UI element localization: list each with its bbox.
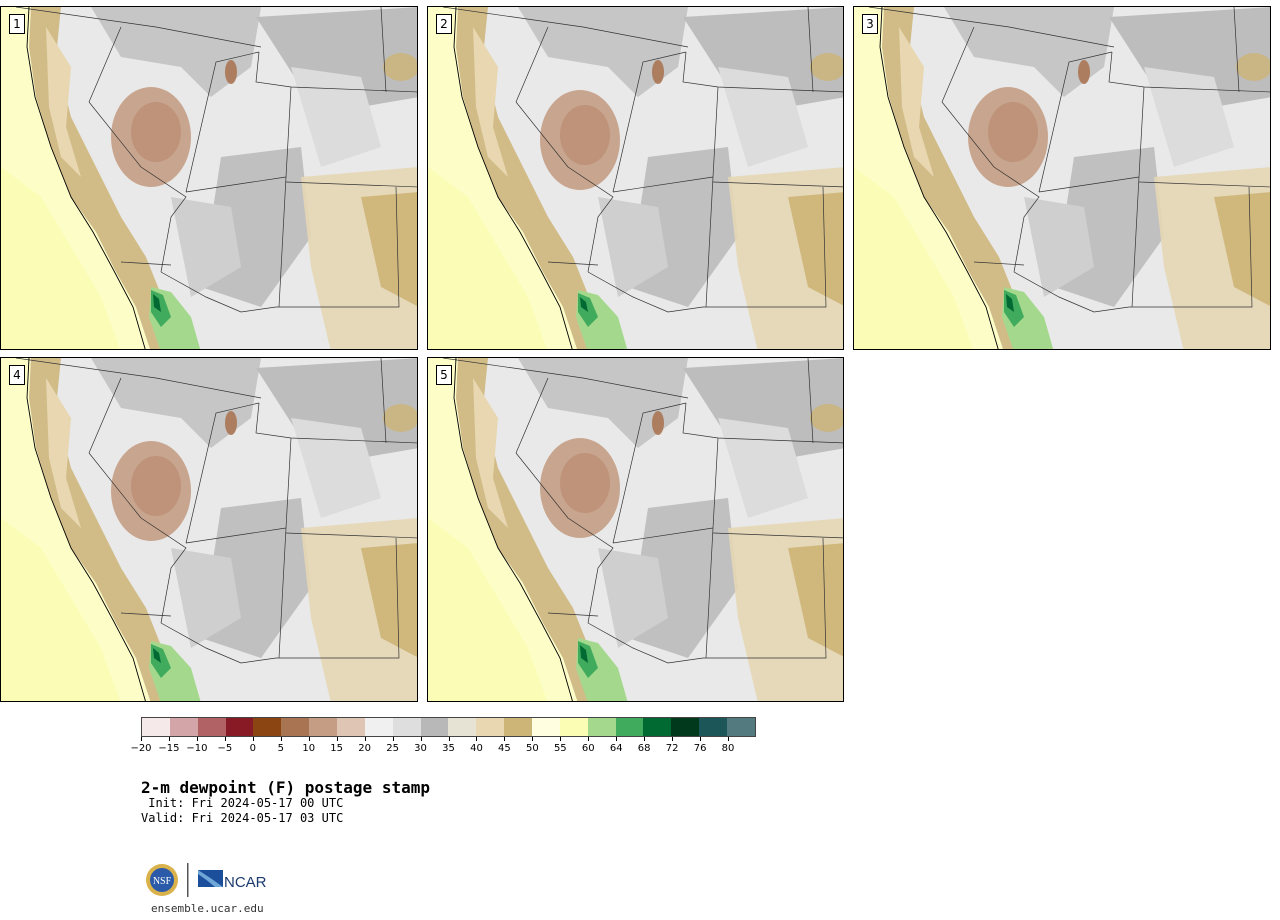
- map-panel-3: 3: [853, 6, 1271, 350]
- colorbar-bin-9: [392, 718, 421, 736]
- ncar-logo-text: NCAR: [224, 874, 267, 891]
- colorbar-tick: [392, 737, 394, 741]
- colorbar-tick: [420, 737, 422, 741]
- colorbar-bin-1: [169, 718, 198, 736]
- colorbar-bin-18: [643, 718, 672, 736]
- colorbar-bin-17: [615, 718, 644, 736]
- colorbar-tick-label: −20: [130, 743, 152, 754]
- colorbar-tick-label: 72: [665, 743, 679, 754]
- colorbar-tick-label: 50: [525, 743, 539, 754]
- colorbar-bin-16: [587, 718, 616, 736]
- colorbar-tick: [141, 737, 142, 741]
- colorbar: [141, 717, 756, 737]
- colorbar-bin-15: [559, 718, 588, 736]
- colorbar-tick-label: −5: [217, 743, 233, 754]
- panel-number: 3: [862, 14, 878, 34]
- colorbar-bin-21: [727, 718, 755, 736]
- colorbar-bin-0: [142, 718, 170, 736]
- figure-title: 2-m dewpoint (F) postage stamp: [141, 778, 430, 797]
- colorbar-tick-label: 10: [302, 743, 316, 754]
- ncar-logo: NCAR: [198, 870, 267, 891]
- colorbar-ticks: −20 −15 −10 −5 0 5 10 15 20 25 30 35 40 45 50 55 60 64 68 7…: [130, 737, 756, 757]
- colorbar-tick-label: 68: [637, 743, 651, 754]
- panel-number: 2: [436, 14, 452, 34]
- init-time: Init: Fri 2024-05-17 00 UTC: [141, 796, 344, 810]
- colorbar-bin-7: [337, 718, 365, 736]
- colorbar-tick: [448, 737, 450, 741]
- colorbar-bin-12: [476, 718, 505, 736]
- colorbar-tick: [476, 737, 478, 741]
- colorbar-bin-10: [420, 718, 449, 736]
- colorbar-tick: [588, 737, 590, 741]
- colorbar-tick-label: 40: [470, 743, 483, 754]
- colorbar-bin-3: [225, 718, 254, 736]
- panel-number: 4: [9, 365, 25, 385]
- colorbar-bin-8: [364, 718, 393, 736]
- colorbar-tick: [196, 737, 198, 741]
- website-url: ensemble.ucar.edu: [151, 902, 264, 915]
- colorbar-tick-label: 80: [721, 743, 735, 754]
- colorbar-tick-label: 0: [249, 743, 256, 754]
- colorbar-tick-label: 20: [358, 743, 371, 754]
- colorbar-tick-label: 5: [277, 743, 284, 754]
- nsf-logo-text: NSF: [153, 876, 172, 887]
- colorbar-tick: [728, 737, 730, 741]
- colorbar-tick: [504, 737, 506, 741]
- colorbar-tick-label: 64: [609, 743, 623, 754]
- map-panel-1: 1: [0, 6, 418, 350]
- colorbar-tick: [168, 737, 170, 741]
- colorbar-tick: [616, 737, 618, 741]
- colorbar-tick-label: −10: [186, 743, 208, 754]
- colorbar-bin-4: [253, 718, 282, 736]
- map-panel-5: 5: [427, 357, 844, 702]
- logo-divider: [187, 863, 189, 897]
- colorbar-bin-6: [309, 718, 338, 736]
- colorbar-tick: [672, 737, 674, 741]
- colorbar-bin-14: [532, 718, 560, 736]
- map-panel-4: 4: [0, 357, 418, 702]
- colorbar-tick: [308, 737, 310, 741]
- valid-time: Valid: Fri 2024-05-17 03 UTC: [141, 811, 344, 825]
- colorbar-bin-13: [504, 718, 533, 736]
- colorbar-tick-label: 45: [498, 743, 511, 754]
- colorbar-bin-11: [448, 718, 477, 736]
- colorbar-tick: [252, 737, 254, 741]
- colorbar-tick: [532, 737, 534, 741]
- colorbar-tick-label: 30: [414, 743, 427, 754]
- map-panel-2: 2: [427, 6, 844, 350]
- colorbar-tick: [336, 737, 338, 741]
- colorbar-tick: [560, 737, 562, 741]
- colorbar-tick: [644, 737, 646, 741]
- colorbar-tick: [364, 737, 366, 741]
- colorbar-bin-5: [281, 718, 310, 736]
- colorbar-tick-label: 15: [330, 743, 344, 754]
- colorbar-tick: [224, 737, 226, 741]
- panel-number: 5: [436, 365, 452, 385]
- colorbar-tick-label: 25: [386, 743, 399, 754]
- colorbar-tick-label: 35: [442, 743, 455, 754]
- nsf-logo: NSF: [146, 864, 178, 896]
- colorbar-tick-label: 60: [581, 743, 595, 754]
- colorbar-bin-19: [671, 718, 700, 736]
- colorbar-tick: [280, 737, 282, 741]
- colorbar-tick-label: 55: [553, 743, 567, 754]
- colorbar-tick-label: 76: [693, 743, 707, 754]
- colorbar-bin-20: [699, 718, 728, 736]
- colorbar-tick-label: −15: [158, 743, 180, 754]
- logos: NSF NCAR: [145, 860, 275, 900]
- panel-number: 1: [9, 14, 25, 34]
- colorbar-tick: [700, 737, 702, 741]
- colorbar-bin-2: [197, 718, 226, 736]
